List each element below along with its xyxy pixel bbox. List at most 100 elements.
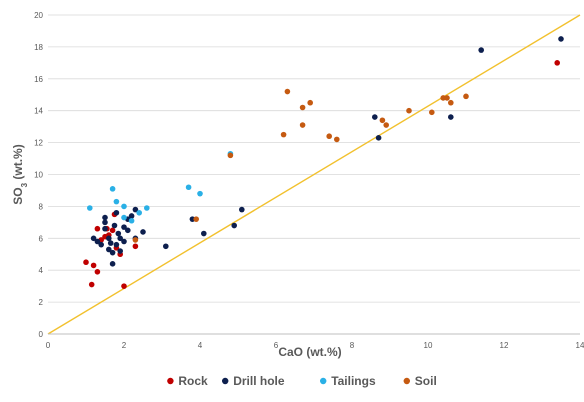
y-tick-label: 20 bbox=[34, 11, 43, 20]
soil-point bbox=[326, 133, 333, 140]
rock-point bbox=[121, 283, 127, 289]
drill-hole-point bbox=[117, 235, 123, 242]
drill-hole-point bbox=[128, 213, 135, 219]
x-tick-label: 14 bbox=[576, 341, 584, 350]
drill-hole-point bbox=[102, 225, 108, 232]
drill-hole-point bbox=[125, 227, 131, 234]
y-tick-label: 10 bbox=[34, 171, 43, 180]
x-tick-label: 6 bbox=[274, 341, 279, 350]
x-axis-title: CaO (wt.%) bbox=[278, 345, 341, 359]
drill-hole-point bbox=[113, 209, 120, 216]
drill-hole-point bbox=[372, 114, 378, 120]
drill-hole-point bbox=[478, 47, 485, 53]
drill-hole-point bbox=[106, 235, 112, 242]
y-tick-label: 0 bbox=[39, 330, 44, 339]
rock-point bbox=[94, 268, 101, 275]
soil-point bbox=[334, 136, 340, 143]
y-tick-label: 2 bbox=[39, 298, 44, 307]
soil-point bbox=[444, 95, 450, 101]
drill-hole-point bbox=[121, 238, 127, 245]
rock-point bbox=[132, 243, 139, 250]
x-tick-label: 10 bbox=[424, 341, 433, 350]
data-points bbox=[83, 36, 564, 289]
y-tick-label: 18 bbox=[34, 43, 43, 52]
axes: 0 2 4 6 8 10 12 14 16 18 20 0 2 4 6 8 10 12 14 CaO (wt.%) SO… bbox=[11, 11, 584, 359]
soil-point bbox=[299, 122, 306, 128]
legend-marker-rock bbox=[167, 377, 174, 385]
drill-hole-point bbox=[132, 206, 139, 213]
tailings-point bbox=[197, 190, 203, 197]
tailings-point bbox=[113, 198, 120, 205]
legend-label-soil: Soil bbox=[415, 374, 437, 388]
rock-point bbox=[554, 60, 560, 66]
drill-hole-point bbox=[375, 135, 382, 141]
soil-point bbox=[379, 117, 386, 124]
tailings-point bbox=[128, 217, 135, 224]
legend-marker-drill-hole bbox=[222, 377, 229, 385]
soil-point bbox=[280, 131, 287, 138]
rock-point bbox=[88, 281, 95, 288]
legend-label-tailings: Tailings bbox=[331, 374, 376, 388]
drill-hole-point bbox=[111, 222, 118, 229]
tailings-point bbox=[136, 209, 142, 216]
reference-line-layer bbox=[47, 14, 581, 335]
drill-hole-point bbox=[163, 243, 169, 250]
drill-hole-point bbox=[98, 241, 104, 248]
soil-point bbox=[307, 99, 314, 106]
y-tick-label: 8 bbox=[39, 202, 44, 211]
drill-hole-point bbox=[448, 114, 454, 120]
drill-hole-point bbox=[106, 246, 112, 253]
drill-hole-point bbox=[102, 214, 108, 221]
drill-hole-point bbox=[94, 238, 101, 245]
legend-marker-soil bbox=[403, 377, 410, 385]
soil-point bbox=[383, 122, 390, 128]
y-axis-title: SO3 (wt.%) bbox=[11, 144, 29, 204]
legend-marker-tailings bbox=[320, 377, 327, 385]
rock-point bbox=[109, 227, 116, 234]
tailings-point bbox=[87, 205, 93, 211]
drill-hole-point bbox=[239, 206, 245, 213]
y-tick-label: 12 bbox=[34, 139, 43, 148]
soil-point bbox=[227, 152, 234, 159]
drill-hole-point bbox=[109, 249, 116, 256]
tailings-point bbox=[185, 184, 192, 191]
rock-point bbox=[90, 262, 97, 269]
tailings-point bbox=[144, 205, 150, 211]
y-tick-label: 16 bbox=[34, 75, 43, 84]
drill-hole-point bbox=[102, 219, 108, 226]
rock-point bbox=[94, 225, 101, 232]
soil-point bbox=[284, 88, 291, 95]
soil-point bbox=[132, 237, 139, 243]
tailings-point bbox=[109, 186, 116, 192]
x-tick-label: 12 bbox=[500, 341, 509, 350]
gridlines bbox=[48, 14, 580, 303]
x-tick-label: 4 bbox=[198, 341, 203, 350]
drill-hole-point bbox=[113, 241, 120, 248]
legend-label-rock: Rock bbox=[178, 374, 208, 388]
drill-hole-point bbox=[117, 248, 123, 254]
soil-point bbox=[448, 99, 454, 106]
drill-hole-point bbox=[558, 36, 564, 42]
x-tick-label: 0 bbox=[46, 341, 51, 350]
drill-hole-point bbox=[231, 222, 237, 229]
drill-hole-point bbox=[121, 224, 127, 230]
tailings-point bbox=[121, 214, 127, 221]
drill-hole-point bbox=[115, 230, 122, 237]
soil-point bbox=[193, 216, 199, 222]
soil-point bbox=[406, 107, 412, 114]
drill-hole-point bbox=[201, 230, 207, 237]
drill-hole-point bbox=[107, 240, 114, 246]
x-tick-label: 2 bbox=[122, 341, 127, 350]
rock-point bbox=[83, 259, 89, 266]
drill-hole-point bbox=[90, 235, 97, 242]
y-tick-label: 4 bbox=[39, 266, 44, 275]
y-tick-label: 6 bbox=[39, 234, 44, 243]
legend: Rock Drill hole Tailings Soil bbox=[167, 374, 437, 388]
soil-point bbox=[463, 93, 469, 100]
tailings-point bbox=[121, 203, 127, 210]
drill-hole-point bbox=[109, 261, 116, 267]
legend-label-drill-hole: Drill hole bbox=[233, 374, 285, 388]
soil-point bbox=[299, 104, 306, 111]
